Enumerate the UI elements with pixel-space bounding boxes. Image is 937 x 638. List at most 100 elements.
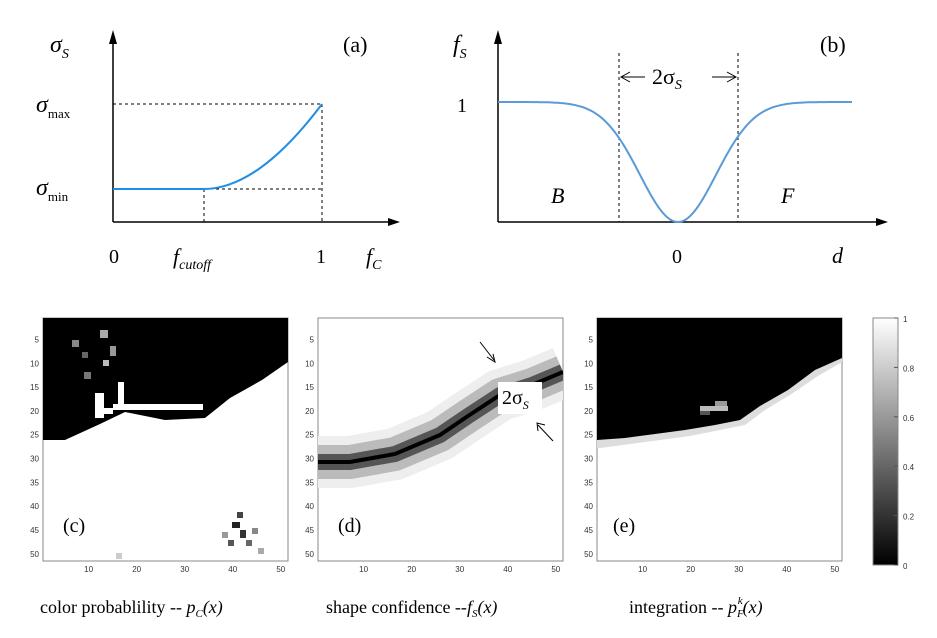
colorbar-tick-label: 1 xyxy=(903,315,908,324)
colorbar-tick-label: 0 xyxy=(903,562,908,571)
panel-b-tag: (b) xyxy=(820,32,846,57)
panel-b-region-b: B xyxy=(551,183,564,208)
panel-b-x-zero: 0 xyxy=(672,246,682,268)
heatmap-d-upper-arrow-icon xyxy=(486,353,496,364)
heatmap-e-y-tick: 35 xyxy=(584,478,593,487)
heatmap-e-y-tick: 45 xyxy=(584,526,593,535)
colorbar-tick-label: 0.8 xyxy=(903,364,915,373)
heatmap-d-upper-pointer xyxy=(479,341,495,361)
heatmap-e-x-tick: 40 xyxy=(782,565,791,574)
panel-a-cutoff-label: fcutoff xyxy=(173,244,213,273)
heatmap-c-x-tick: 30 xyxy=(180,565,189,574)
heatmap-d-x-tick: 10 xyxy=(359,565,368,574)
heatmap-d-x-tick: 20 xyxy=(407,565,416,574)
panel-a-x-one: 1 xyxy=(316,246,326,268)
heatmap-c-y-tick: 25 xyxy=(30,431,39,440)
heatmap-d-lower-pointer xyxy=(537,424,554,442)
heatmap-d-x-tick: 30 xyxy=(455,565,464,574)
heatmap-e-y-tick: 30 xyxy=(584,455,593,464)
heatmap-c-caption: color probablility -- pC(x) xyxy=(40,597,223,620)
heatmap-d-y-tick: 5 xyxy=(310,335,315,344)
heatmap-d-annotation: 2σS xyxy=(502,387,529,412)
panel-a: (a) σS σmax σmin 0 fcutoff 1 fC xyxy=(36,30,400,273)
heatmap-c-ticks: 5 10 15 20 25 30 35 40 45 50 10 20 30 40 50 xyxy=(30,335,286,574)
heatmap-d-y-tick: 35 xyxy=(305,478,314,487)
panel-a-min-label: σmin xyxy=(36,175,69,204)
heatmap-e-y-tick: 5 xyxy=(589,335,594,344)
heatmap-d-y-tick: 10 xyxy=(305,359,314,368)
heatmap-e-x-tick: 10 xyxy=(638,565,647,574)
heatmap-d-x-tick: 50 xyxy=(551,565,560,574)
panel-a-sigma-curve xyxy=(113,103,323,190)
heatmap-e-x-tick: 50 xyxy=(830,565,839,574)
panel-a-max-label: σmax xyxy=(36,92,71,121)
panel-b-width-label: 2σS xyxy=(652,64,682,93)
heatmap-e-y-tick: 25 xyxy=(584,431,593,440)
colorbar: 1 0.8 0.6 0.4 0.2 0 xyxy=(872,315,915,571)
panel-b-width-right-arrow-icon xyxy=(726,71,738,83)
panel-b-x-label: d xyxy=(832,243,844,268)
heatmap-d-y-tick: 40 xyxy=(305,502,314,511)
heatmap-d-lower-arrow-icon xyxy=(536,422,546,432)
panel-a-y-arrow-icon xyxy=(109,30,117,44)
heatmap-c-x-tick: 50 xyxy=(276,565,285,574)
heatmap-d-y-tick: 50 xyxy=(305,550,314,559)
panel-a-x-zero: 0 xyxy=(109,246,119,268)
heatmap-c-x-tick: 40 xyxy=(228,565,237,574)
panel-b-y-arrow-icon xyxy=(494,30,502,44)
heatmap-d-y-tick: 45 xyxy=(305,526,314,535)
heatmap-e-y-tick: 20 xyxy=(584,407,593,416)
panel-b-shape-curve xyxy=(498,101,852,224)
panel-a-x-label: fC xyxy=(366,244,382,273)
heatmap-d-y-tick: 15 xyxy=(305,383,314,392)
heatmap-d-y-tick: 25 xyxy=(305,431,314,440)
heatmap-e-y-tick: 10 xyxy=(584,359,593,368)
heatmap-c-y-tick: 45 xyxy=(30,526,39,535)
heatmap-c-tag: (c) xyxy=(63,515,85,537)
heatmap-c-y-tick: 15 xyxy=(30,383,39,392)
heatmap-d-x-tick: 40 xyxy=(503,565,512,574)
heatmap-c: (c) 5 10 15 20 25 30 35 40 45 50 10 20 30 40 50 color … xyxy=(30,317,289,620)
heatmap-e: (e) 5 10 15 20 25 30 35 40 45 50 10 20 30 40 50 integr… xyxy=(584,317,843,620)
heatmap-d-y-tick: 30 xyxy=(305,455,314,464)
heatmap-e-ticks: 5 10 15 20 25 30 35 40 45 50 10 20 30 40 50 xyxy=(584,335,840,574)
colorbar-ticks: 1 0.8 0.6 0.4 0.2 0 xyxy=(894,315,915,571)
panel-a-y-label: σS xyxy=(50,32,69,62)
heatmap-e-tag: (e) xyxy=(613,515,635,537)
panel-a-tag: (a) xyxy=(343,32,367,57)
heatmap-c-y-tick: 20 xyxy=(30,407,39,416)
colorbar-tick-label: 0.4 xyxy=(903,463,915,472)
heatmap-c-image xyxy=(43,318,288,559)
panel-b: 2σS (b) fS 1 B F 0 d xyxy=(453,30,888,268)
heatmap-e-y-tick: 50 xyxy=(584,550,593,559)
colorbar-gradient xyxy=(872,317,899,566)
heatmap-e-image xyxy=(597,318,842,448)
panel-b-y-one: 1 xyxy=(457,95,467,117)
heatmap-c-y-tick: 50 xyxy=(30,550,39,559)
heatmap-c-x-tick: 10 xyxy=(84,565,93,574)
heatmap-d-caption: shape confidence --fS(x) xyxy=(326,597,497,620)
heatmap-d-tag: (d) xyxy=(338,515,361,537)
heatmap-e-y-tick: 15 xyxy=(584,383,593,392)
heatmap-e-caption: integration -- pFk(x) xyxy=(629,595,763,620)
heatmap-e-y-tick: 40 xyxy=(584,502,593,511)
heatmap-c-y-tick: 35 xyxy=(30,478,39,487)
heatmap-c-y-tick: 40 xyxy=(30,502,39,511)
panel-b-region-f: F xyxy=(780,183,795,208)
heatmap-d-annotation-box xyxy=(498,382,542,414)
panel-b-y-label: fS xyxy=(453,32,467,62)
panel-b-x-arrow-icon xyxy=(876,218,888,226)
heatmap-d: 2σS (d) 5 10 15 20 25 30 35 40 45 50 10 20 30 40 50 sh… xyxy=(305,317,564,620)
panel-b-width-left-arrow-icon xyxy=(619,71,631,83)
heatmap-c-y-tick: 30 xyxy=(30,455,39,464)
colorbar-tick-label: 0.6 xyxy=(903,414,915,423)
heatmap-c-y-tick: 5 xyxy=(35,335,40,344)
heatmap-c-y-tick: 10 xyxy=(30,359,39,368)
heatmap-d-ticks: 5 10 15 20 25 30 35 40 45 50 10 20 30 40 50 xyxy=(305,335,561,574)
heatmap-e-x-tick: 30 xyxy=(734,565,743,574)
panel-a-x-arrow-icon xyxy=(388,218,400,226)
heatmap-d-y-tick: 20 xyxy=(305,407,314,416)
heatmap-c-x-tick: 20 xyxy=(132,565,141,574)
colorbar-tick-label: 0.2 xyxy=(903,513,915,522)
